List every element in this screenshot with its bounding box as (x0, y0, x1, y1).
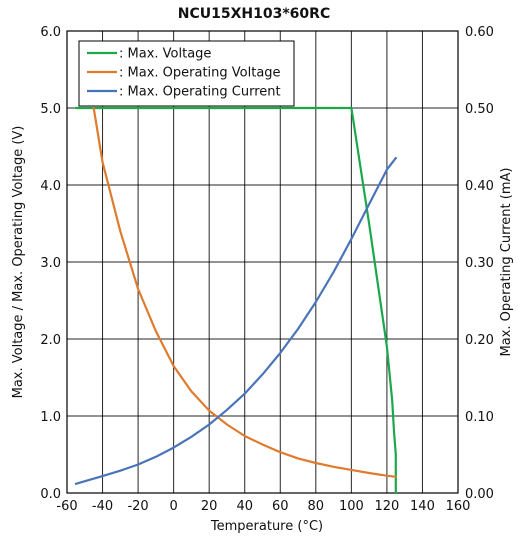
right-y-tick-label: 0.60 (465, 25, 494, 40)
right-y-tick-label: 0.00 (465, 487, 494, 502)
right-y-axis-ticks: 0.00 0.10 0.20 0.30 0.40 0.50 0.60 (465, 25, 494, 502)
chart-title: NCU15XH103*60RC (178, 6, 330, 22)
left-y-axis-ticks: 0.0 1.0 2.0 3.0 4.0 5.0 6.0 (40, 25, 61, 502)
left-y-tick-label: 5.0 (40, 102, 61, 117)
right-y-tick-label: 0.20 (465, 333, 494, 348)
right-y-tick-label: 0.30 (465, 256, 494, 271)
right-y-tick-label: 0.50 (465, 102, 494, 117)
x-tick-label: 80 (308, 499, 325, 514)
right-y-tick-label: 0.40 (465, 179, 494, 194)
x-axis-ticks: -60 -40 -20 0 20 40 60 80 100 120 140 160 (56, 499, 470, 514)
left-y-tick-label: 0.0 (40, 487, 61, 502)
right-y-axis-label: Max. Operating Current (mA) (499, 168, 514, 357)
left-y-tick-label: 3.0 (40, 256, 61, 271)
left-y-tick-label: 4.0 (40, 179, 61, 194)
x-tick-label: 20 (201, 499, 218, 514)
series-line-2 (92, 106, 397, 478)
left-y-tick-label: 2.0 (40, 333, 61, 348)
left-y-tick-label: 1.0 (40, 410, 61, 425)
x-tick-label: 40 (236, 499, 253, 514)
plot-frame (66, 30, 459, 494)
series-line-3 (74, 157, 397, 485)
x-axis-label: Temperature (°C) (210, 519, 323, 534)
right-y-tick-label: 0.10 (465, 410, 494, 425)
x-tick-label: 120 (374, 499, 399, 514)
x-tick-label: -60 (56, 499, 77, 514)
legend-box (78, 40, 295, 107)
series-layer (74, 106, 397, 495)
left-y-tick-label: 6.0 (40, 25, 61, 40)
legend-entry-label: : Max. Voltage (119, 47, 211, 62)
legend: : Max. Voltage : Max. Operating Voltage : … (78, 40, 295, 107)
x-tick-label: -40 (92, 499, 113, 514)
x-tick-label: -20 (127, 499, 148, 514)
x-tick-label: 140 (410, 499, 435, 514)
legend-entry-label: : Max. Operating Current (119, 85, 281, 100)
legend-entry-label: : Max. Operating Voltage (119, 66, 281, 81)
x-tick-label: 0 (169, 499, 177, 514)
x-tick-label: 60 (272, 499, 289, 514)
x-tick-label: 160 (446, 499, 471, 514)
x-tick-label: 100 (339, 499, 364, 514)
series-line-1 (74, 106, 397, 495)
left-y-axis-label: Max. Voltage / Max. Operating Voltage (V… (11, 126, 26, 399)
